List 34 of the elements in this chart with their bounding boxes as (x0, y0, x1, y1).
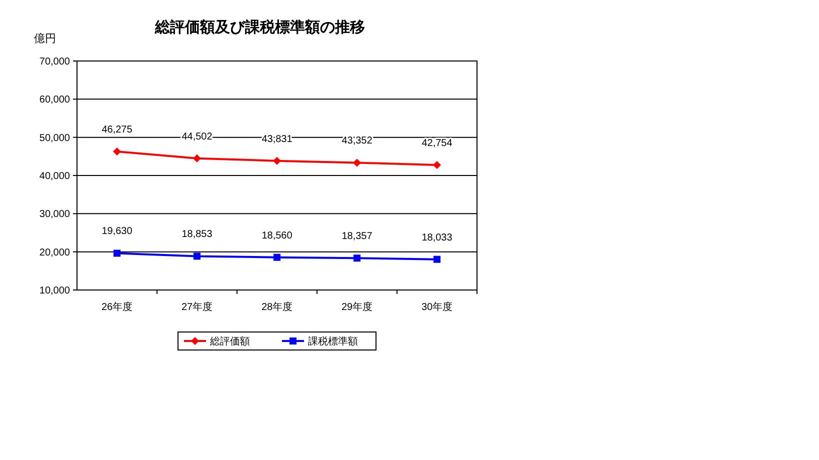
data-label: 42,754 (422, 138, 453, 149)
y-tick-label: 60,000 (39, 94, 70, 106)
point (353, 158, 361, 167)
data-label: 43,352 (342, 136, 373, 147)
data-label: 19,630 (102, 226, 133, 238)
point (273, 156, 281, 165)
x-tick-label: 26年度 (101, 301, 133, 313)
data-label: 18,357 (342, 231, 373, 242)
point (113, 148, 121, 156)
x-tick-label: 28年度 (261, 301, 293, 313)
data-label: 46,275 (102, 124, 133, 136)
y-tick-label: 40,000 (39, 171, 70, 182)
x-tick-label: 30年度 (421, 301, 453, 313)
legend-label: 課税標準額 (308, 336, 358, 348)
point (274, 254, 280, 261)
point (434, 256, 440, 263)
y-tick-label: 20,000 (39, 247, 70, 258)
data-label: 18,560 (262, 230, 293, 242)
point (433, 160, 441, 169)
legend-label: 総評価額 (209, 336, 250, 348)
y-tick-label: 10,000 (39, 286, 70, 296)
y-axis-title: 億円 (34, 32, 56, 45)
point (194, 252, 200, 260)
chart-title: 総評価額及び課税標準額の推移 (154, 19, 365, 36)
data-label: 18,033 (422, 232, 453, 244)
x-tick-label: 27年度 (181, 301, 213, 313)
data-label: 18,853 (182, 229, 213, 240)
x-tick-label: 29年度 (341, 301, 373, 313)
point (193, 154, 201, 162)
y-tick-label: 70,000 (39, 56, 70, 68)
y-tick-label: 30,000 (39, 209, 70, 220)
point (114, 250, 120, 257)
y-tick-label: 50,000 (39, 132, 70, 144)
point (354, 254, 360, 262)
